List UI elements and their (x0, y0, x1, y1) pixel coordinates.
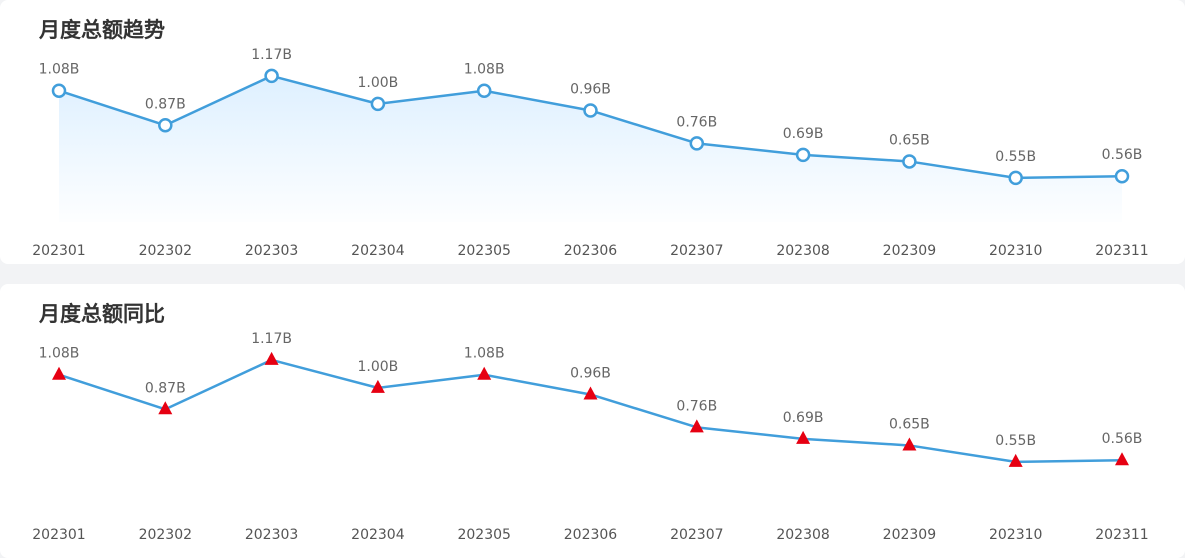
yoy-data-label: 0.69B (783, 410, 824, 426)
yoy-data-label: 0.65B (889, 416, 930, 432)
yoy-x-tick-label: 202309 (883, 527, 936, 543)
yoy-data-label: 0.96B (570, 365, 611, 381)
trend-point-202303[interactable] (264, 68, 279, 84)
yoy-x-tick-label: 202305 (457, 527, 510, 543)
yoy-data-label: 1.08B (39, 346, 80, 362)
yoy-chart: 1.08B 202301 0.87B 202302 1.17B 202303 1.00B 20… (32, 331, 1148, 543)
trend-point-202307[interactable] (689, 136, 705, 151)
trend-point-202301[interactable] (51, 83, 67, 98)
yoy-x-tick-label: 202303 (245, 527, 298, 543)
yoy-point-202303[interactable] (264, 351, 279, 365)
trend-area-fill (59, 75, 1122, 222)
yoy-data-label: 1.08B (464, 346, 505, 362)
trend-data-label: 0.87B (145, 96, 186, 112)
yoy-data-label: 1.00B (358, 359, 399, 375)
trend-data-label: 1.17B (251, 47, 292, 63)
yoy-point-202308[interactable] (796, 430, 811, 444)
trend-chart: 1.08B 202301 0.87B 202302 1.17B 202303 1.00B 20… (32, 47, 1148, 259)
yoy-data-label: 0.76B (676, 398, 717, 414)
trend-x-tick-label: 202302 (139, 243, 192, 259)
yoy-point-202306[interactable] (583, 386, 598, 400)
trend-point-202302[interactable] (158, 118, 173, 133)
yoy-point-202309[interactable] (902, 437, 917, 451)
trend-data-label: 0.65B (889, 132, 930, 148)
trend-x-tick-label: 202307 (670, 243, 723, 259)
trend-data-label: 1.08B (464, 62, 505, 78)
trend-data-label: 0.76B (676, 114, 717, 130)
trend-point-202310[interactable] (1008, 170, 1023, 186)
yoy-x-tick-label: 202301 (32, 527, 85, 543)
trend-point-202304[interactable] (370, 96, 386, 112)
trend-point-202311[interactable] (1114, 168, 1130, 184)
trend-x-tick-label: 202308 (776, 243, 829, 259)
yoy-point-202304[interactable] (370, 379, 385, 393)
trend-x-tick-label: 202309 (883, 243, 936, 259)
yoy-point-202311[interactable] (1115, 452, 1129, 466)
trend-point-202305[interactable] (476, 83, 492, 98)
yoy-x-tick-label: 202302 (139, 527, 192, 543)
yoy-data-label: 0.56B (1102, 431, 1143, 447)
trend-data-label: 0.56B (1102, 147, 1143, 163)
trend-chart-title: 月度总额趋势 (39, 18, 165, 42)
trend-x-tick-label: 202304 (351, 243, 405, 259)
yoy-chart-title: 月度总额同比 (39, 302, 165, 326)
yoy-point-202305[interactable] (477, 366, 492, 380)
trend-x-tick-label: 202305 (457, 243, 510, 259)
yoy-point-202307[interactable] (689, 419, 704, 433)
trend-data-label: 0.96B (570, 81, 611, 97)
yoy-x-tick-label: 202310 (989, 527, 1042, 543)
trend-data-label: 0.55B (995, 149, 1036, 165)
trend-x-tick-label: 202301 (32, 243, 85, 259)
yoy-x-tick-label: 202304 (351, 527, 405, 543)
yoy-x-tick-label: 202311 (1095, 527, 1148, 543)
trend-data-label: 1.08B (39, 62, 80, 78)
trend-point-202308[interactable] (795, 147, 811, 163)
yoy-x-tick-label: 202306 (564, 527, 618, 543)
yoy-x-tick-label: 202308 (776, 527, 829, 543)
trend-chart-card: 月度总额趋势 1.08B 202301 0.87B 202302 1.17B 202303… (0, 0, 1185, 264)
yoy-point-202301[interactable] (52, 366, 66, 380)
trend-x-tick-label: 202311 (1095, 243, 1148, 259)
trend-x-tick-label: 202306 (564, 243, 618, 259)
trend-data-label: 0.69B (783, 126, 824, 142)
yoy-data-label: 0.55B (995, 433, 1036, 449)
trend-data-label: 1.00B (358, 75, 399, 91)
yoy-point-202310[interactable] (1008, 453, 1023, 467)
yoy-x-tick-label: 202307 (670, 527, 723, 543)
yoy-data-label: 1.17B (251, 331, 292, 347)
trend-x-tick-label: 202310 (989, 243, 1042, 259)
trend-x-tick-label: 202303 (245, 243, 298, 259)
yoy-chart-card: 月度总额同比 1.08B 202301 0.87B 202302 1.17B 202303… (0, 284, 1185, 558)
yoy-point-202302[interactable] (158, 401, 173, 415)
trend-point-202309[interactable] (902, 154, 917, 169)
yoy-data-label: 0.87B (145, 380, 186, 396)
trend-point-202306[interactable] (583, 103, 598, 118)
